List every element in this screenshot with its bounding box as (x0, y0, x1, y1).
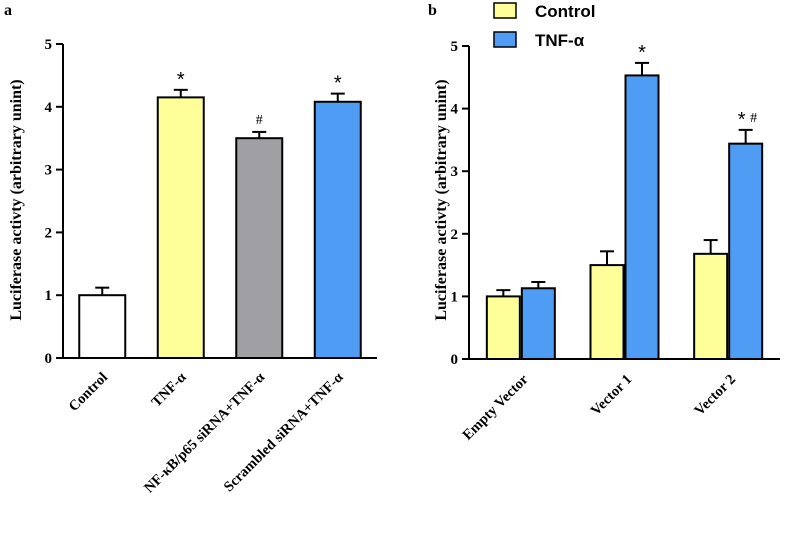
panel-a-bar (78, 294, 127, 360)
panel-b-category-labels: Empty Vector Vector 1 Vector 2 (460, 371, 739, 443)
panel-a-annotation-star: * (334, 73, 342, 95)
panel-b-y-tick-label: 0 (451, 352, 459, 368)
panel-a-y-ticks: 0 1 2 3 4 5 (45, 37, 63, 367)
panel-b-bars: * * # (485, 42, 764, 361)
panel-a-bars: * # * (78, 69, 362, 360)
panel-b-y-tick-label: 4 (451, 102, 459, 118)
legend-swatch-tnf (493, 31, 517, 48)
legend-label-tnf: TNF-α (535, 31, 585, 50)
panel-b-axes (468, 46, 780, 360)
panel-b-category-label: Vector 2 (692, 372, 739, 419)
panel-a-bar (156, 96, 205, 359)
legend-label-control: Control (535, 2, 595, 21)
panel-b-legend: Control TNF-α (493, 2, 595, 50)
panel-a-y-axis-label: Luciferase activty (arbitrary unint) (8, 79, 25, 320)
panel-a-y-tick-label: 3 (45, 163, 53, 179)
panel-a-axes (62, 44, 377, 359)
panel-b-bar (485, 295, 521, 360)
panel-b-bar (728, 142, 764, 360)
panel-a: a Luciferase activty (arbitrary unint) 0… (4, 2, 377, 496)
panel-a-y-tick-label: 4 (45, 100, 53, 116)
panel-a-y-tick-label: 0 (45, 351, 53, 367)
panel-a-annotation-hash: # (256, 113, 263, 128)
panel-b-y-tick-label: 1 (451, 289, 459, 305)
panel-a-bar (313, 100, 362, 359)
panel-b: b Luciferase activty (arbitrary unint) C… (428, 2, 780, 443)
panel-b-y-ticks: 0 1 2 3 4 5 (451, 39, 469, 368)
panel-b-bar (589, 264, 625, 361)
panel-a-annotation-star: * (177, 69, 185, 91)
panel-b-category-label: Vector 1 (588, 372, 635, 419)
panel-b-bar (624, 74, 660, 360)
panel-b-bar (693, 252, 729, 360)
panel-a-y-tick-label: 2 (45, 225, 53, 241)
panel-a-bar (235, 137, 284, 359)
panel-b-annotation-star: * (738, 109, 746, 131)
panel-a-category-labels: Control TNF-αNF-κB/p65 siRNA+TNF-αScrambl… (66, 370, 347, 497)
panel-a-category-label: Control (66, 370, 111, 415)
panel-a-letter: a (4, 2, 12, 19)
legend-swatch-control (493, 2, 517, 19)
panel-b-annotation-hash: # (750, 111, 757, 126)
panel-b-y-tick-label: 5 (451, 39, 459, 55)
panel-b-bar (520, 287, 556, 360)
panel-b-category-label: Empty Vector (460, 371, 532, 443)
panel-b-y-axis-label: Luciferase activty (arbitrary unint) (433, 79, 450, 320)
panel-a-category-label: TNF-α (149, 370, 190, 411)
panel-b-y-tick-label: 3 (451, 164, 459, 180)
panel-b-letter: b (428, 2, 437, 19)
panel-b-annotation-star: * (638, 42, 646, 64)
panel-a-y-tick-label: 1 (45, 288, 53, 304)
panel-b-y-tick-label: 2 (451, 227, 459, 243)
panel-a-y-tick-label: 5 (45, 37, 53, 53)
